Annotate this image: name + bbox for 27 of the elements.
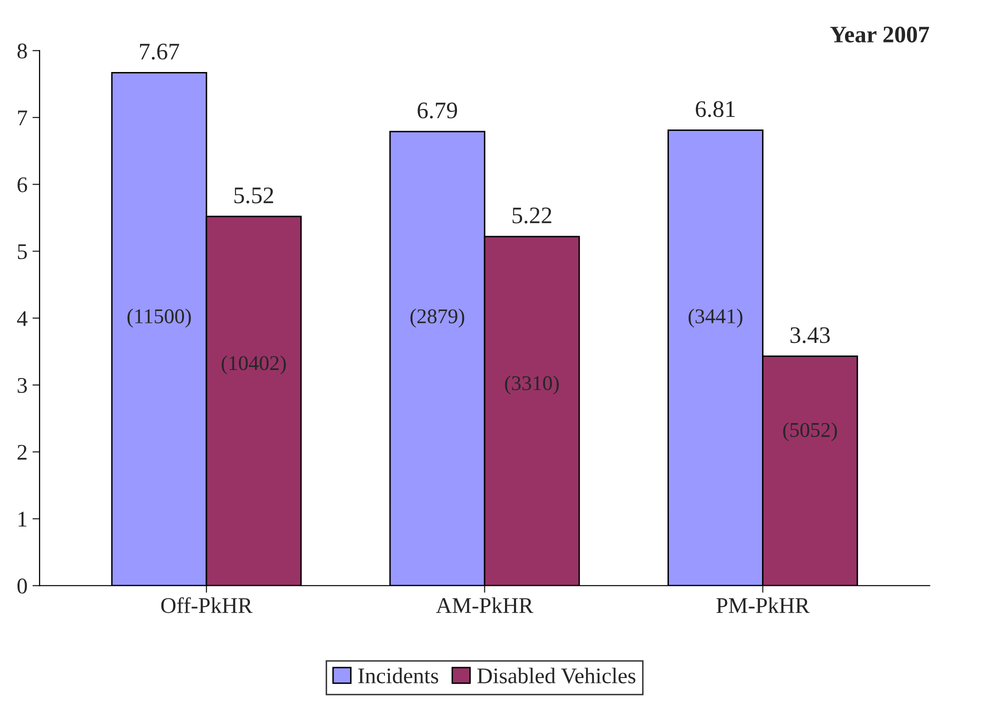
- annotation: (3310): [505, 376, 559, 394]
- y-tick-label: 0: [17, 578, 27, 594]
- data-label: 5.22: [512, 208, 552, 224]
- annotation: (5052): [783, 422, 837, 442]
- data-label: 7.67: [140, 44, 180, 60]
- annotation: (11500): [127, 308, 191, 328]
- y-tick-label: 6: [18, 177, 28, 192]
- data-label: 5.52: [234, 187, 274, 204]
- x-tick-label: AM-PkHR: [436, 597, 534, 613]
- x-tick-label: Off-PkHR: [161, 597, 253, 614]
- annotation: (3441): [688, 308, 742, 328]
- y-tick-label: 1: [18, 512, 26, 526]
- data-label: 3.43: [790, 327, 830, 344]
- data-label: 6.81: [696, 101, 735, 118]
- chart-title: Year 2007: [830, 26, 930, 43]
- legend-label: Disabled Vehicles: [477, 668, 636, 684]
- y-tick-label: 8: [17, 44, 27, 59]
- x-tick-label: PM-PkHR: [716, 597, 810, 613]
- y-tick-label: 5: [18, 244, 27, 260]
- legend-label: Incidents: [358, 668, 438, 684]
- y-tick-label: 2: [18, 444, 27, 460]
- annotation: (2879): [410, 308, 464, 328]
- y-tick-label: 7: [18, 110, 28, 126]
- y-tick-label: 3: [18, 378, 27, 393]
- annotation: (10402): [222, 355, 286, 374]
- y-tick-label: 4: [17, 311, 28, 326]
- data-label: 6.79: [418, 102, 458, 119]
